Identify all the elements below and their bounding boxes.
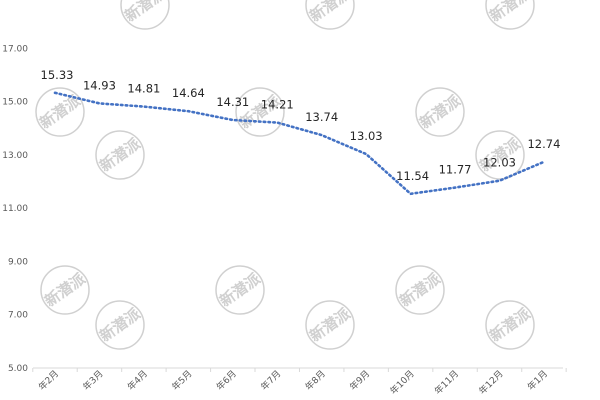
data-labels: 15.33 14.93 14.81 14.64 14.31 14.21 13.74 13.03… (41, 68, 561, 183)
watermark-text: 新潜派 (306, 304, 354, 345)
watermark-circle (35, 87, 85, 137)
watermark-stamp: 新潜派 (485, 300, 535, 350)
watermark-stamp: 新潜派 (305, 300, 355, 350)
x-tick-label: 年6月 (214, 368, 239, 393)
watermark-stamp: 新潜派 (40, 265, 90, 315)
y-tick-label: 17.00 (2, 44, 28, 54)
watermark-text: 新潜派 (96, 304, 144, 345)
y-tick-label: 9.00 (8, 257, 28, 267)
x-axis: 年2月 年3月 年4月 年5月 年6月 年7月 年8月 年9月 年10月 年11月 年12月 年1月 (32, 368, 567, 397)
watermark-stamp: 新潜派 (305, 0, 355, 30)
watermark-stamp: 新潜派 (120, 0, 170, 30)
watermark-circle (395, 265, 445, 315)
watermark-circle (485, 300, 535, 350)
watermark-text: 新潜派 (41, 269, 89, 310)
watermark-text: 新潜派 (416, 91, 464, 132)
y-tick-label: 19.00 (2, 0, 28, 1)
watermark-circle (235, 87, 285, 137)
x-tick-label: 年5月 (169, 368, 194, 393)
watermark-stamp: 新潜派 (95, 300, 145, 350)
data-label: 15.33 (41, 68, 74, 82)
data-label: 14.93 (83, 78, 116, 92)
watermark-circle (40, 265, 90, 315)
watermark-text: 新潜派 (396, 269, 444, 310)
watermark-circle (475, 130, 525, 180)
y-tick-label: 13.00 (2, 151, 28, 161)
y-tick-label: 15.00 (2, 98, 28, 108)
watermark-stamp: 新潜派 (485, 0, 535, 30)
x-tick-label: 年11月 (432, 368, 461, 397)
x-tick-label: 年1月 (525, 368, 550, 393)
x-tick-label: 年10月 (387, 368, 416, 397)
series-layer (53, 91, 546, 196)
y-tick-label: 5.00 (8, 364, 28, 374)
data-label: 14.64 (172, 86, 205, 100)
watermark-circle (215, 265, 265, 315)
x-tick-label: 年3月 (80, 368, 105, 393)
watermark-text: 新潜派 (486, 304, 534, 345)
watermark-stamp: 新潜派 (215, 265, 265, 315)
y-tick-label: 7.00 (8, 311, 28, 321)
watermark-stamp: 新潜派 (95, 130, 145, 180)
watermark-text: 新潜派 (96, 134, 144, 175)
x-tick-label: 年2月 (36, 368, 61, 393)
watermark-circle (95, 130, 145, 180)
x-tick-label: 年12月 (476, 368, 505, 397)
watermark-circle (305, 0, 355, 30)
y-axis: 5.00 7.00 9.00 11.00 13.00 15.00 17.00 19.00 (2, 0, 28, 374)
data-label: 14.31 (216, 95, 249, 109)
watermark-circle (120, 0, 170, 30)
data-label: 12.03 (483, 156, 516, 170)
data-label: 11.54 (396, 169, 429, 183)
watermark-circle (415, 87, 465, 137)
watermark-circle (95, 300, 145, 350)
x-tick-label: 年4月 (125, 368, 150, 393)
x-tick-label: 年9月 (347, 368, 372, 393)
watermark-stamp: 新潜派 (395, 265, 445, 315)
x-tick-label: 年7月 (258, 368, 283, 393)
watermark-circle (485, 0, 535, 30)
watermark-text: 新潜派 (216, 269, 264, 310)
watermark-text: 新潜派 (36, 91, 84, 132)
data-label: 14.21 (261, 98, 294, 112)
y-tick-label: 11.00 (2, 204, 28, 214)
watermark-stamp: 新潜派 (415, 87, 465, 137)
data-label: 11.77 (439, 163, 472, 177)
data-label: 14.81 (127, 82, 160, 96)
x-tick-label: 年8月 (303, 368, 328, 393)
watermark-circle (305, 300, 355, 350)
data-label: 12.74 (527, 137, 560, 151)
data-label: 13.03 (350, 129, 383, 143)
series-line (53, 91, 546, 196)
data-label: 13.74 (305, 110, 338, 124)
